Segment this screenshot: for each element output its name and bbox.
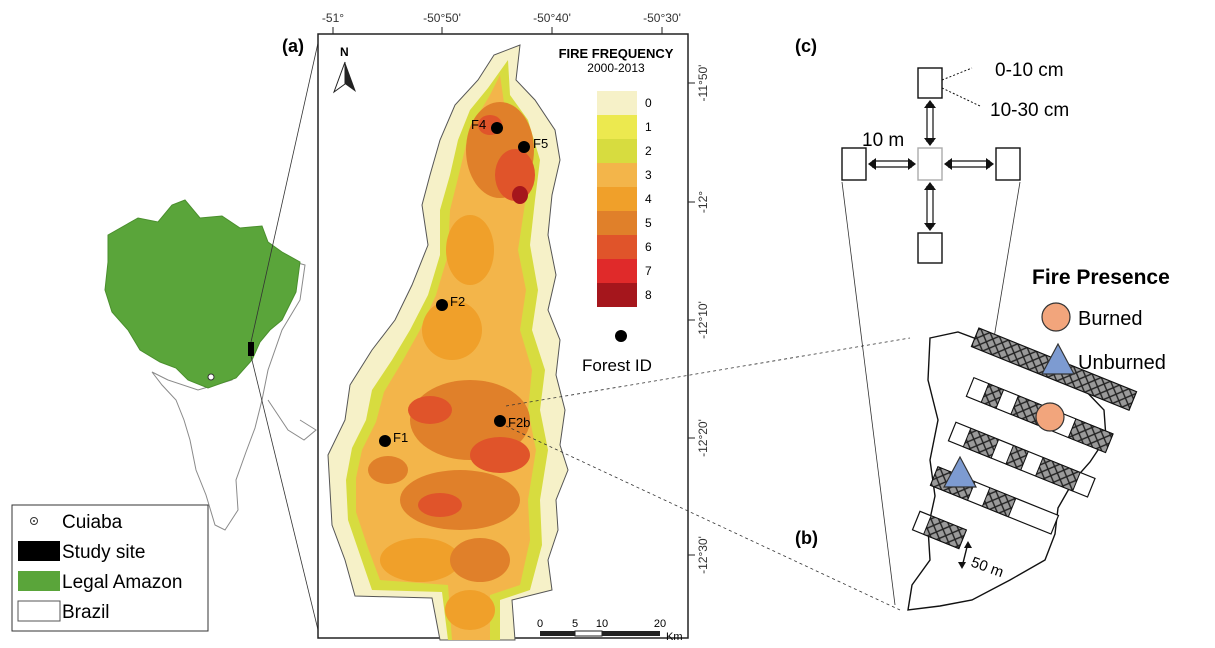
distance-label: 10 m (862, 130, 904, 151)
transect-strip-5 (911, 510, 968, 550)
legend-label-cuiaba: Cuiaba (62, 512, 123, 533)
fire-frequency-raster (346, 60, 548, 640)
depth-label-10-30: 10-30 cm (990, 100, 1069, 121)
inset-connector-bottom (250, 355, 321, 639)
scale-tick-10: 10 (596, 618, 608, 630)
fire-class-label-1: 1 (645, 120, 652, 134)
top-tick-1: -51° (322, 11, 344, 25)
legend-label-study-site: Study site (62, 542, 145, 563)
study-site-legend-swatch (18, 541, 60, 561)
fire-class-swatch-1 (597, 115, 637, 139)
fire-legend-swatches: 0 1 2 3 4 5 6 7 8 (597, 91, 652, 307)
legal-amazon-legend-swatch (18, 571, 60, 591)
burned-legend-icon (1041, 302, 1071, 332)
brazil-inset-map (104, 33, 321, 639)
right-tick-3: -12°10' (696, 301, 710, 339)
brazil-east-coast (267, 399, 317, 441)
burned-plot-marker (1035, 402, 1065, 432)
fire-presence-legend: Fire Presence Burned Unburned (1032, 266, 1170, 375)
fire-class-label-2: 2 (645, 144, 652, 158)
fire-class-swatch-7 (597, 259, 637, 283)
right-tick-4: -12°20' (696, 419, 710, 457)
burned-legend-label: Burned (1078, 308, 1143, 330)
top-tick-2: -50°50' (423, 11, 461, 25)
fire-class-label-4: 4 (645, 192, 652, 206)
inset-connector-top (250, 33, 321, 343)
study-site-map-panel: -51° -50°50' -50°40' -50°30' -11°50' -12… (317, 11, 710, 643)
forest-label-f1: F1 (393, 430, 408, 445)
unburned-plot-marker (943, 455, 977, 488)
left-sample-box (841, 147, 867, 181)
scale-unit: Km (666, 631, 683, 643)
fire-class-label-6: 6 (645, 240, 652, 254)
right-tick-2: -12° (696, 191, 710, 213)
inset-legend: Cuiaba Study site Legal Amazon Brazil (11, 504, 209, 632)
top-sample-box (917, 67, 943, 99)
right-sample-box (995, 147, 1021, 181)
forest-point-f1 (379, 435, 391, 447)
connector-f2b-bottom (505, 425, 901, 611)
cuiaba-marker (207, 373, 215, 381)
forest-label-f2: F2 (450, 294, 465, 309)
panel-label-a: (a) (282, 36, 304, 56)
depth-label-0-10: 0-10 cm (995, 60, 1064, 81)
fire-class-label-7: 7 (645, 264, 652, 278)
fire-class-swatch-0 (597, 91, 637, 115)
scale-tick-20: 20 (654, 618, 666, 630)
fire-legend-subtitle: 2000-2013 (587, 61, 645, 75)
fire-class-label-5: 5 (645, 216, 652, 230)
forest-point-f2 (436, 299, 448, 311)
center-point (917, 147, 943, 181)
legend-label-legal-amazon: Legal Amazon (62, 572, 182, 593)
fire-presence-title: Fire Presence (1032, 266, 1170, 289)
fire-class-label-8: 8 (645, 288, 652, 302)
forest-label-f5: F5 (533, 136, 548, 151)
plot-design-panel: 0-10 cm 10-30 cm 10 m (841, 60, 1069, 606)
fire-class-swatch-2 (597, 139, 637, 163)
forest-point-f2b (494, 415, 506, 427)
forest-label-f2b: F2b (508, 415, 530, 430)
right-tick-1: -11°50' (696, 65, 710, 102)
right-tick-5: -12°30' (696, 536, 710, 574)
legend-label-brazil: Brazil (62, 602, 110, 623)
fire-class-label-0: 0 (645, 96, 652, 110)
forest-point-f5 (518, 141, 530, 153)
transect-strip-3 (947, 421, 1096, 498)
fire-class-label-3: 3 (645, 168, 652, 182)
study-site-marker (248, 342, 254, 356)
north-arrow-label: N (340, 45, 349, 59)
connector-f2b-top (505, 337, 911, 407)
scale-bar (540, 630, 660, 637)
fire-class-swatch-6 (597, 235, 637, 259)
fire-class-swatch-3 (597, 163, 637, 187)
panel-label-c: (c) (795, 36, 817, 56)
forest-id-legend-icon (615, 330, 627, 342)
forest-label-f4: F4 (471, 117, 486, 132)
fire-class-swatch-8 (597, 283, 637, 307)
scale-tick-0: 0 (537, 618, 543, 630)
north-arrow-icon (332, 61, 356, 94)
fire-class-swatch-4 (597, 187, 637, 211)
bottom-sample-box (917, 232, 943, 264)
brazil-legend-swatch (17, 600, 61, 622)
top-tick-4: -50°30' (643, 11, 681, 25)
scale-tick-5: 5 (572, 618, 578, 630)
fire-class-swatch-5 (597, 211, 637, 235)
unburned-legend-label: Unburned (1078, 352, 1166, 374)
unburned-legend-icon (1041, 342, 1075, 375)
panel-label-b: (b) (795, 528, 818, 548)
top-tick-3: -50°40' (533, 11, 571, 25)
forest-id-legend-label: Forest ID (582, 356, 652, 375)
forest-point-f4 (491, 122, 503, 134)
fire-legend-title: FIRE FREQUENCY (559, 46, 674, 61)
